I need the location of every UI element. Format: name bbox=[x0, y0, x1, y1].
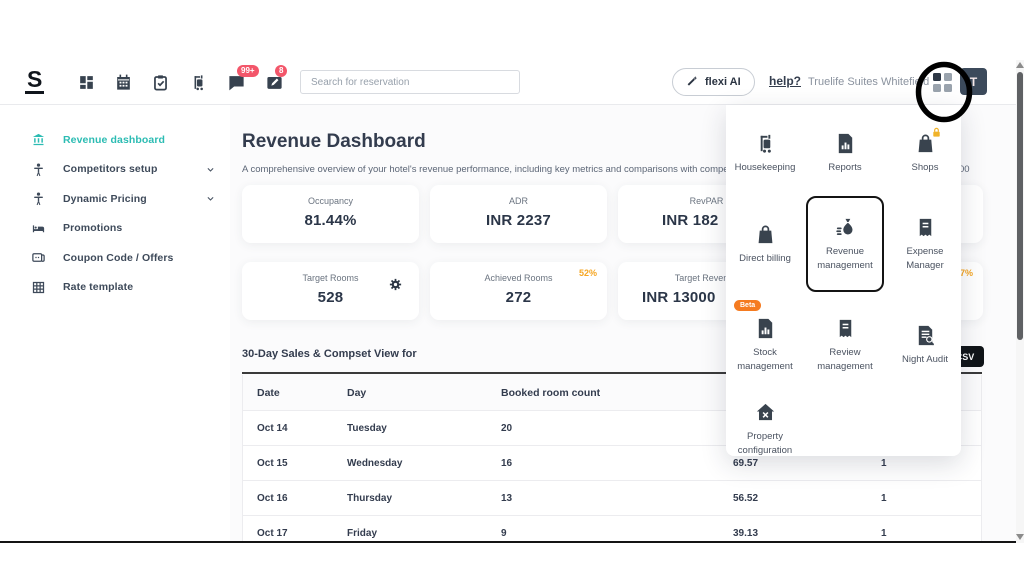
percent-badge: 17% bbox=[954, 268, 973, 278]
beta-badge: Beta bbox=[734, 300, 762, 311]
page-title: Revenue Dashboard bbox=[242, 131, 426, 152]
sidebar-item-competitors-setup[interactable]: Competitors setup bbox=[0, 155, 230, 185]
apps-grid-icon[interactable] bbox=[933, 73, 952, 92]
chat-icon[interactable]: 99+ bbox=[227, 65, 259, 92]
audit-magnifier-icon bbox=[914, 324, 937, 347]
sidebar-item-rate-template[interactable]: Rate template bbox=[0, 273, 230, 303]
app-item-shops[interactable]: Shops bbox=[888, 116, 962, 190]
sidebar-item-revenue-dashboard[interactable]: Revenue dashboard bbox=[0, 125, 230, 155]
bed-icon bbox=[31, 221, 46, 236]
metric-card-achieved-rooms: Achieved Rooms 272 52% bbox=[430, 262, 607, 320]
app-item-property-configuration[interactable]: Property configuration bbox=[728, 398, 802, 461]
scrollbar-up-arrow[interactable] bbox=[1016, 62, 1024, 68]
apps-menu-popup: Housekeeping Reports Shops Direct billin… bbox=[726, 105, 961, 456]
report-chart-icon bbox=[834, 132, 857, 155]
sidebar-item-promotions[interactable]: Promotions bbox=[0, 214, 230, 244]
app-item-housekeeping[interactable]: Housekeeping bbox=[728, 116, 802, 190]
coupon-icon bbox=[31, 250, 46, 265]
chat-badge: 99+ bbox=[237, 65, 259, 77]
page-subtitle: A comprehensive overview of your hotel's… bbox=[242, 164, 750, 175]
metric-card-adr: ADR INR 2237 bbox=[430, 185, 607, 243]
table-row: Oct 16 Thursday 13 56.52 1 bbox=[243, 481, 981, 516]
dashboard-grid-icon[interactable] bbox=[77, 73, 96, 92]
wand-icon bbox=[686, 74, 699, 90]
table-row: Oct 15 Wednesday 16 69.57 1 bbox=[243, 446, 981, 481]
metric-card-target-rooms: Target Rooms 528 bbox=[242, 262, 419, 320]
app-item-reports[interactable]: Reports bbox=[806, 116, 884, 190]
gear-icon[interactable] bbox=[388, 277, 403, 292]
account-name: Truelife Suites Whitefield bbox=[808, 76, 930, 88]
receipt-icon bbox=[834, 317, 857, 340]
flexi-ai-button[interactable]: flexi AI bbox=[672, 68, 755, 96]
viewport-bottom-edge bbox=[0, 541, 1024, 543]
app-logo[interactable]: S bbox=[25, 67, 45, 95]
stock-chart-icon bbox=[754, 317, 777, 340]
housekeeping-cart-icon[interactable] bbox=[189, 73, 208, 92]
table-row: Oct 17 Friday 9 39.13 1 bbox=[243, 516, 981, 542]
table-row: Oct 14 Tuesday 20 bbox=[243, 411, 981, 446]
review-pencil-icon[interactable]: 8 bbox=[265, 65, 288, 92]
sidebar-item-dynamic-pricing[interactable]: Dynamic Pricing bbox=[0, 184, 230, 214]
person-icon bbox=[31, 162, 46, 177]
scrollbar-down-arrow[interactable] bbox=[1016, 534, 1024, 540]
app-item-revenue-management[interactable]: Revenue management bbox=[806, 196, 884, 292]
app-item-stock-management[interactable]: Beta Stock management bbox=[728, 298, 802, 392]
app-item-review-management[interactable]: Review management bbox=[806, 298, 884, 392]
sidebar-item-coupon-code-offers[interactable]: Coupon Code / Offers bbox=[0, 243, 230, 273]
metric-card-occupancy: Occupancy 81.44% bbox=[242, 185, 419, 243]
clipboard-check-icon[interactable] bbox=[151, 73, 170, 92]
scrollbar bbox=[1016, 60, 1024, 543]
section-divider bbox=[242, 372, 982, 374]
lock-icon bbox=[931, 127, 942, 138]
bank-icon bbox=[31, 132, 46, 147]
page-subtitle-tail: 00 bbox=[959, 164, 970, 175]
rate-grid-icon bbox=[31, 280, 46, 295]
money-bag-icon bbox=[834, 216, 857, 239]
billing-bag-icon bbox=[754, 223, 777, 246]
review-badge: 8 bbox=[275, 65, 288, 77]
top-navbar: S 99+ 8 flex bbox=[0, 60, 1016, 105]
flexi-ai-label: flexi AI bbox=[705, 76, 741, 88]
help-link[interactable]: help? bbox=[769, 74, 801, 88]
search-input[interactable] bbox=[300, 70, 520, 94]
calendar-icon[interactable] bbox=[114, 73, 133, 92]
receipt-icon bbox=[914, 216, 937, 239]
chevron-down-icon bbox=[206, 165, 215, 174]
sidebar: Revenue dashboard Competitors setup Dyna… bbox=[0, 105, 230, 543]
housekeeping-cart-icon bbox=[754, 132, 777, 155]
chevron-down-icon bbox=[206, 194, 215, 203]
achieved-percent-badge: 52% bbox=[578, 268, 597, 278]
app-item-direct-billing[interactable]: Direct billing bbox=[728, 196, 802, 292]
main-content: Revenue Dashboard A comprehensive overvi… bbox=[230, 105, 1016, 543]
scrollbar-thumb[interactable] bbox=[1017, 72, 1023, 340]
shop-bag-lock-icon bbox=[914, 127, 940, 155]
app-item-night-audit[interactable]: Night Audit bbox=[888, 298, 962, 392]
person-icon bbox=[31, 191, 46, 206]
house-config-icon bbox=[754, 401, 777, 424]
avatar[interactable]: T bbox=[960, 68, 987, 95]
sales-section-title: 30-Day Sales & Compset View for bbox=[242, 348, 417, 360]
app-item-expense-manager[interactable]: Expense Manager bbox=[888, 196, 962, 292]
